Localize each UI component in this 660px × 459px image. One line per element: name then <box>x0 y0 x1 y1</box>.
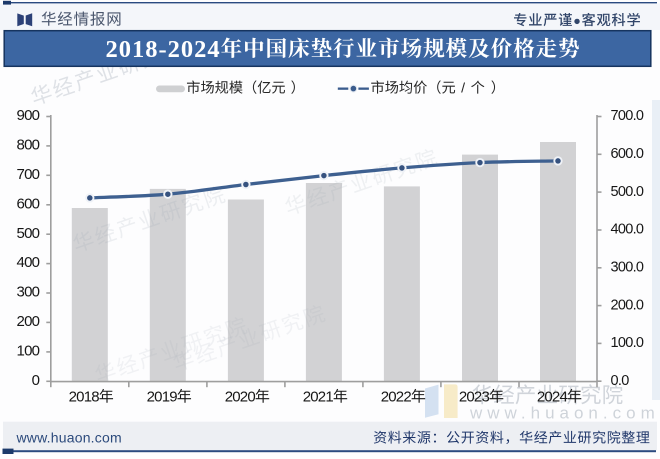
svg-text:2024年: 2024年 <box>537 389 582 406</box>
svg-text:100: 100 <box>17 343 40 360</box>
svg-text:500: 500 <box>17 225 40 242</box>
svg-text:2019年: 2019年 <box>147 389 192 406</box>
svg-text:2018-2024年中国床垫行业市场规模及价格走势: 2018-2024年中国床垫行业市场规模及价格走势 <box>106 36 581 63</box>
svg-text:800: 800 <box>17 137 40 154</box>
svg-text:600: 600 <box>17 195 40 212</box>
svg-text:2022年: 2022年 <box>381 389 426 406</box>
svg-text:200.0: 200.0 <box>611 297 644 313</box>
svg-text:700.0: 700.0 <box>611 108 644 124</box>
svg-text:400.0: 400.0 <box>611 222 644 238</box>
svg-text:500.0: 500.0 <box>611 184 644 200</box>
svg-text:2020年: 2020年 <box>225 389 270 406</box>
svg-text:100.0: 100.0 <box>611 335 644 351</box>
svg-text:2023年: 2023年 <box>459 389 504 406</box>
svg-text:900: 900 <box>17 107 40 124</box>
svg-text:市场均价（元/个）: 市场均价（元 / 个） <box>371 80 506 97</box>
svg-text:300: 300 <box>17 284 40 301</box>
svg-text:2018年: 2018年 <box>69 389 114 406</box>
svg-text:700: 700 <box>17 166 40 183</box>
svg-text:www.huaon.com: www.huaon.com <box>16 429 122 445</box>
svg-text:资料来源：公开资料，华经产业研究院整理: 资料来源：公开资料，华经产业研究院整理 <box>373 430 650 446</box>
svg-text:300.0: 300.0 <box>611 260 644 276</box>
svg-text:400: 400 <box>17 254 40 271</box>
svg-text:www.huaon.com: www.huaon.com <box>469 404 660 423</box>
svg-text:华经产业研究院: 华经产业研究院 <box>472 384 624 408</box>
svg-text:华经情报网: 华经情报网 <box>41 10 123 28</box>
svg-text:200: 200 <box>17 313 40 330</box>
svg-text:专业严谨●客观科学: 专业严谨●客观科学 <box>513 12 641 29</box>
svg-text:600.0: 600.0 <box>611 146 644 162</box>
svg-text:2021年: 2021年 <box>303 389 348 406</box>
svg-text:0.0: 0.0 <box>611 373 630 389</box>
svg-text:市场规模（亿元）: 市场规模（亿元） <box>186 80 305 97</box>
svg-text:0: 0 <box>32 372 40 389</box>
